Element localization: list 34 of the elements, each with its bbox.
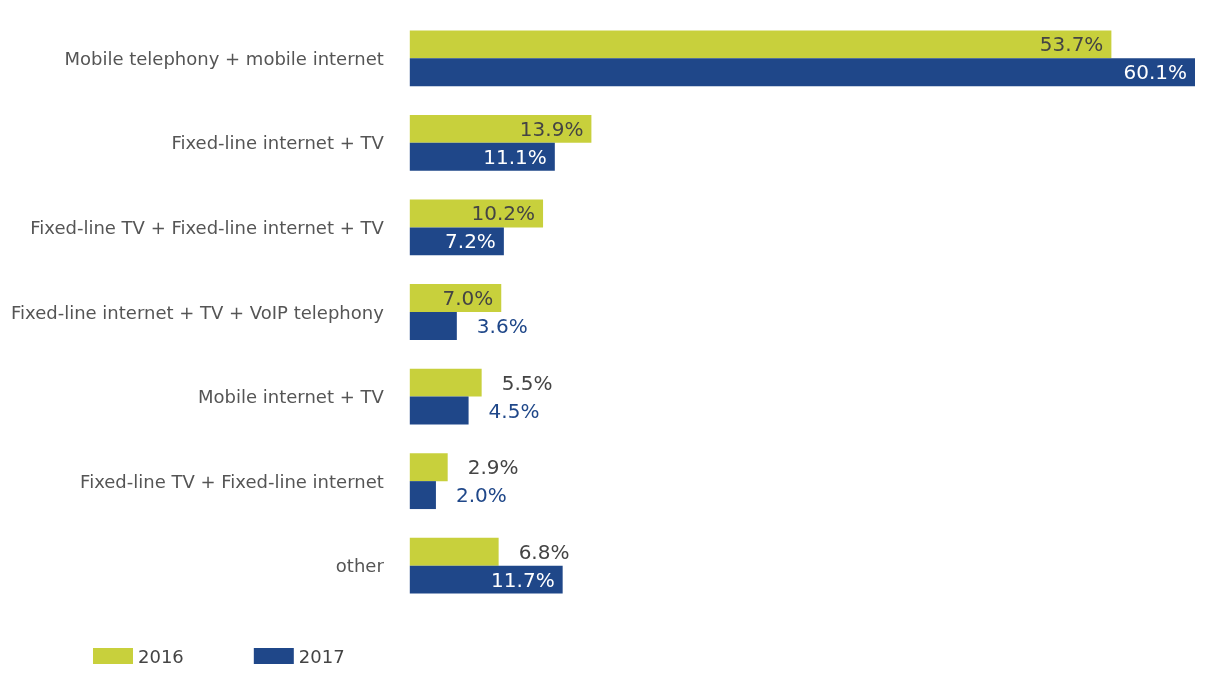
data-label: 3.6% bbox=[476, 313, 528, 338]
bar bbox=[409, 58, 1195, 87]
data-label: 13.9% bbox=[519, 116, 584, 141]
data-label: 2.9% bbox=[467, 455, 519, 480]
y-tick-label: Fixed-line internet + TV bbox=[171, 132, 385, 154]
data-label: 6.8% bbox=[518, 539, 570, 564]
bar bbox=[409, 565, 563, 594]
data-label: 4.5% bbox=[488, 398, 540, 423]
bar bbox=[409, 453, 448, 482]
data-label: 5.5% bbox=[501, 370, 553, 395]
bar bbox=[409, 114, 592, 143]
y-tick-label: Fixed-line TV + Fixed-line internet bbox=[80, 470, 384, 492]
data-label: 53.7% bbox=[1039, 32, 1104, 57]
data-label: 11.7% bbox=[491, 567, 555, 592]
data-label: 10.2% bbox=[471, 201, 536, 226]
y-tick-label: Mobile internet + TV bbox=[198, 386, 385, 408]
bar bbox=[409, 481, 436, 510]
y-tick-label: Mobile telephony + mobile internet bbox=[64, 47, 384, 69]
y-tick-label: other bbox=[335, 555, 385, 577]
data-label: 7.2% bbox=[445, 229, 496, 254]
bar bbox=[409, 312, 457, 340]
bar bbox=[409, 396, 469, 425]
y-tick-label: Fixed-line internet + TV + VoIP telephony bbox=[11, 301, 385, 323]
data-label: 11.1% bbox=[483, 144, 547, 169]
legend-label: 2016 bbox=[138, 645, 184, 667]
bar bbox=[409, 368, 482, 397]
bar bbox=[409, 142, 555, 171]
y-tick-label: Fixed-line TV + Fixed-line internet + TV bbox=[30, 216, 385, 238]
legend-label: 2017 bbox=[298, 645, 345, 667]
data-label: 60.1% bbox=[1123, 60, 1187, 85]
data-label: 7.0% bbox=[442, 286, 494, 311]
bar bbox=[409, 30, 1112, 59]
data-label: 2.0% bbox=[455, 483, 507, 508]
bar bbox=[409, 537, 499, 566]
